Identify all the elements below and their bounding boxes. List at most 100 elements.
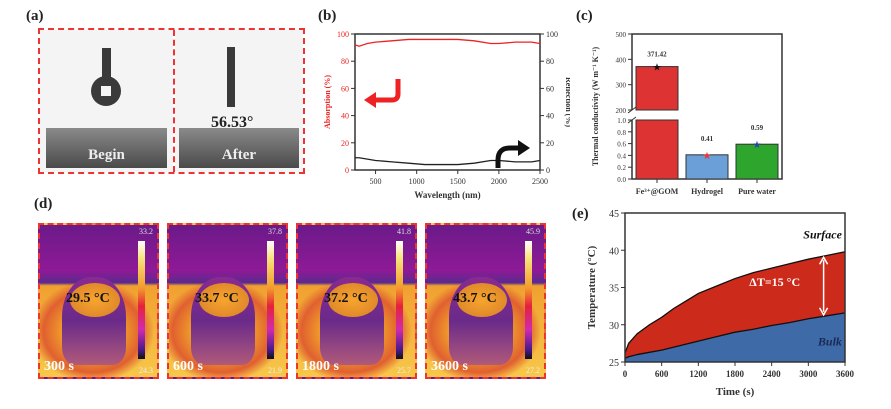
thermal-frame: 43.7 °C 45.9 27.2 3600 s: [425, 223, 546, 379]
hot-spot: [328, 283, 378, 317]
bar-marker: ★: [653, 63, 662, 74]
spot-temperature: 37.2 °C: [324, 291, 368, 306]
x-tick-label: Hydrogel: [691, 187, 724, 196]
substrate: [179, 128, 299, 168]
y-tick-label: 80: [341, 57, 349, 66]
hot-spot: [199, 283, 249, 317]
y2-tick-label: 80: [546, 57, 554, 66]
bulk-line: [624, 312, 846, 359]
scale-min: 24.3: [139, 366, 153, 375]
x-tick-label: Pure water: [738, 187, 776, 196]
frame-time: 300 s: [44, 359, 74, 374]
color-scale-bar: [396, 241, 403, 359]
surface-label: Surface: [803, 227, 842, 241]
series-line-absorption: [354, 38, 541, 47]
bar-marker: ★: [753, 140, 762, 151]
plot-frame: [354, 33, 541, 171]
y-axis-label: Thermal conductivity (W m⁻¹ K⁻¹): [591, 47, 600, 167]
x-tick-label: 2500: [532, 177, 548, 186]
thermal-frame: 33.7 °C 37.8 21.9 600 s: [167, 223, 288, 379]
bar-marker: ★: [703, 151, 712, 162]
y-tick-label: 0.6: [617, 141, 626, 149]
after-label: After: [221, 147, 257, 163]
panel-label-a: (a): [26, 8, 44, 24]
contact-angle-panel: Begin 56.53° After: [38, 28, 305, 174]
scale-max: 37.8: [268, 227, 282, 236]
contact-image-after: 56.53° After: [175, 30, 303, 172]
y-tick-label: 0.8: [617, 129, 626, 137]
y-tick-label: 0.4: [617, 152, 626, 160]
y2-tick-label: 60: [546, 84, 554, 93]
y-tick-label: 60: [341, 84, 349, 93]
x-tick-label: 1200: [689, 369, 708, 379]
x-tick-label: 1000: [409, 177, 425, 186]
needle: [102, 48, 111, 80]
panel-label-d: (d): [34, 196, 53, 212]
y-tick-label: 0.0: [617, 176, 626, 184]
y-tick-label: 0: [345, 166, 349, 175]
y-tick-label: 0.2: [617, 164, 626, 172]
spot-temperature: 43.7 °C: [453, 291, 497, 306]
droplet: [91, 76, 121, 106]
hot-spot: [457, 283, 507, 317]
y-tick-label: 40: [341, 112, 349, 121]
y-tick-label: 400: [616, 56, 627, 64]
bar-value-label: 0.41: [701, 135, 714, 143]
y-tick-label: 30: [609, 321, 619, 332]
thermal-conductivity-chart: 200 300 400 500 0.0 0.2 0.4 0.6 0.8 1.0 Thermal co…: [591, 31, 783, 196]
hot-spot: [70, 283, 120, 317]
contact-image-begin: Begin: [40, 30, 173, 172]
scale-max: 33.2: [139, 227, 153, 236]
substrate: [46, 128, 167, 168]
frame-time: 600 s: [173, 359, 203, 374]
frame-time: 1800 s: [302, 359, 339, 374]
contact-angle-value: 56.53°: [211, 114, 254, 131]
scale-max: 41.8: [397, 227, 411, 236]
bar-value-label: 371.42: [647, 51, 667, 59]
x-tick-label: 1800: [726, 369, 745, 379]
y-tick-label: 35: [609, 284, 619, 295]
absorption-arrowhead: [364, 92, 376, 108]
surface-area: [625, 251, 845, 359]
bar: [685, 154, 729, 180]
absorption-axis-arrow: [372, 79, 401, 103]
x-tick-label: Fe³⁺@GOM: [636, 187, 679, 196]
scale-min: 27.2: [526, 366, 540, 375]
begin-label: Begin: [88, 147, 125, 163]
bulk-label: Bulk: [817, 335, 842, 349]
y-tick-label: 1.0: [617, 117, 626, 125]
x-tick-label: 2400: [763, 369, 782, 379]
thermal-frame: 29.5 °C 33.2 24.3 300 s: [38, 223, 159, 379]
reflection-axis-arrow: [495, 145, 520, 168]
x-tick-label: 2000: [491, 177, 507, 186]
y-tick-label: 200: [616, 107, 627, 115]
bar-lower-segment: [635, 119, 679, 180]
y-axis-label: Temperature (°C): [586, 245, 598, 329]
scale-min: 25.7: [397, 366, 411, 375]
y-tick-label: 20: [341, 139, 349, 148]
bulk-area: [625, 312, 845, 362]
y-tick-label: 300: [616, 82, 627, 90]
spot-temperature: 29.5 °C: [66, 291, 110, 306]
x-tick-label: 0: [623, 369, 628, 379]
y-tick-label: 500: [616, 31, 627, 39]
x-axis-label: Time (s): [716, 386, 755, 398]
x-tick-label: 3600: [836, 369, 855, 379]
y-tick-label: 25: [609, 358, 619, 369]
y2-tick-label: 40: [546, 112, 554, 121]
y2-tick-label: 100: [546, 30, 558, 39]
bar: [635, 66, 679, 111]
panel-label-c: (c): [576, 8, 593, 24]
image-divider: [173, 30, 175, 172]
frame-time: 3600 s: [431, 359, 468, 374]
axis-break-mark: [627, 106, 637, 124]
x-tick-label: 1500: [450, 177, 466, 186]
plot-frame: [631, 33, 783, 180]
color-scale-bar: [267, 241, 274, 359]
color-scale-bar: [138, 241, 145, 359]
scale-min: 21.9: [268, 366, 282, 375]
scale-max: 45.9: [526, 227, 540, 236]
bar: [735, 143, 779, 180]
x-axis-label: Wavelength (nm): [414, 190, 480, 200]
